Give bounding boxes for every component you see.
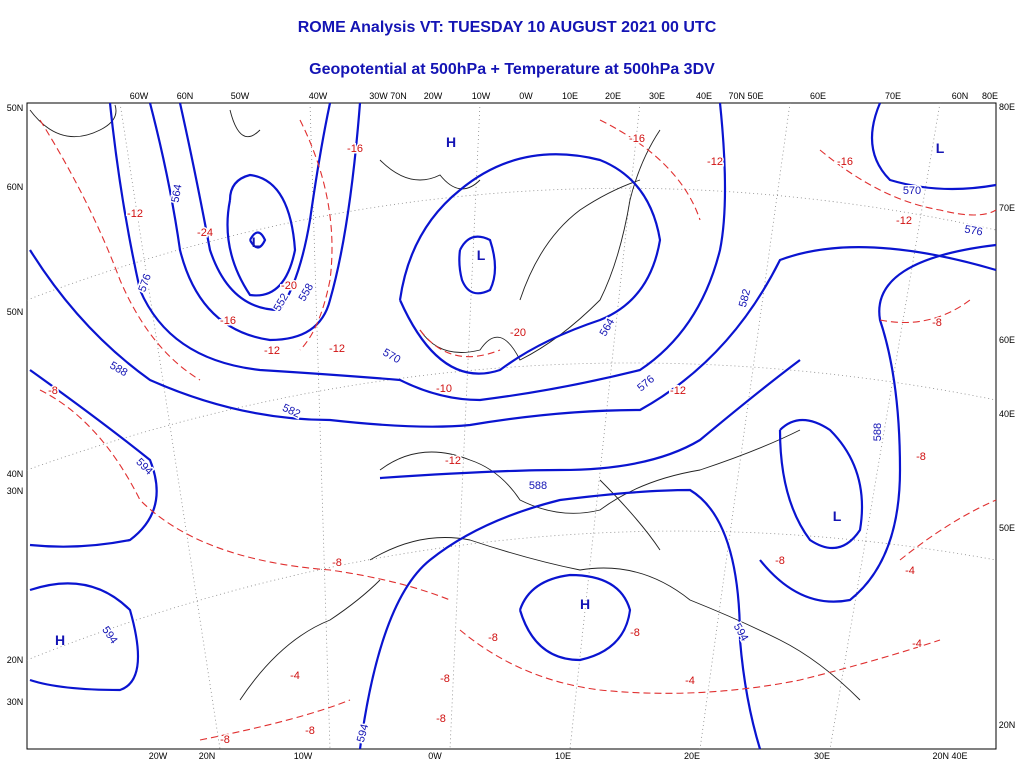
right-edge-label: 20N [999,720,1016,730]
bottom-edge-label: 10W [294,751,313,761]
temperature-contour-label: -12 [329,343,345,355]
temperature-contour-label: -16 [347,143,363,155]
bottom-edge-label: 20E [684,751,700,761]
height-contour-label: 564 [170,183,185,203]
right-edge-label: 40E [999,409,1015,419]
top-edge-label: 60N [952,91,969,101]
temperature-contour-label: -8 [332,557,342,569]
pressure-center: L [936,140,945,156]
bottom-edge-label: 20W [149,751,168,761]
temperature-contour-label: -16 [629,133,645,145]
top-edge-label: 10E [562,91,578,101]
temperature-contour-label: -4 [912,638,922,650]
top-edge-label: 40E [696,91,712,101]
top-edge-label: 20E [605,91,621,101]
bottom-edge-label: 0W [428,751,442,761]
pressure-center: L [477,247,486,263]
temperature-contour-label: -8 [488,632,498,644]
temperature-contour-label: -8 [775,555,785,567]
top-edge-label: 50W [231,91,250,101]
temperature-contour-label: -8 [436,713,446,725]
pressure-center: H [446,134,456,150]
map-title: ROME Analysis VT: TUESDAY 10 AUGUST 2021… [298,19,717,36]
height-contour-label: 588 [872,423,884,441]
temperature-contour-label: -12 [445,455,461,467]
top-edge-label: 0W [519,91,533,101]
bottom-edge-label: 30E [814,751,830,761]
top-edge-label: 80E [982,91,998,101]
top-edge-label: 30W 70N [369,91,407,101]
temperature-contour-label: -8 [220,734,230,746]
temperature-contour-label: -12 [127,208,143,220]
height-contour-label: 570 [903,185,921,197]
height-contour-label: 588 [529,480,547,492]
temperature-contour-label: -16 [220,315,236,327]
temperature-contour-label: -8 [630,627,640,639]
temperature-contour-label: -4 [290,670,300,682]
right-edge-label: 50E [999,523,1015,533]
temperature-contour-label: -20 [510,327,526,339]
top-edge-label: 20W [424,91,443,101]
temperature-contour-label: -4 [685,675,695,687]
right-edge-label: 60E [999,335,1015,345]
left-edge-label: 30N [7,697,24,707]
pressure-center: H [55,632,65,648]
temperature-contour-label: -4 [905,565,915,577]
top-edge-label: 60N [177,91,194,101]
temperature-contour-label: -24 [197,227,213,239]
left-edge-label: 50N [7,307,24,317]
left-edge-label: 30N [7,486,24,496]
temperature-contour-label: -20 [281,280,297,292]
left-edge-label: 40N [7,469,24,479]
map-labels: 60W 60N 50W 40W 30W 70N 20W 10W 0W 10E 20E 30E 40E 7… [7,91,1016,761]
top-edge-label: 60E [810,91,826,101]
map-frame [26,102,997,750]
left-edge-label: 20N [7,655,24,665]
temperature-contour-label: -10 [436,383,452,395]
bottom-edge-label: 20N [199,751,216,761]
top-edge-label: 70E [885,91,901,101]
temperature-contour-label: -12 [670,385,686,397]
temperature-contour-label: -8 [916,451,926,463]
bottom-edge-label: 10E [555,751,571,761]
temperature-contour-label: -8 [48,385,58,397]
pressure-center: L [833,508,842,524]
temperature-contour-label: -16 [837,156,853,168]
bottom-edge-label: 20N 40E [932,751,967,761]
temperature-contour-label: -12 [896,215,912,227]
left-edge-label: 50N [7,103,24,113]
pressure-center: H [580,596,590,612]
left-edge-label: 60N [7,182,24,192]
top-edge-label: 60W [130,91,149,101]
top-edge-label: 10W [472,91,491,101]
top-edge-label: 40W [309,91,328,101]
top-edge-label: 30E [649,91,665,101]
pressure-center: L [252,234,261,250]
temperature-contour-label: -8 [932,317,942,329]
right-edge-label: 80E [999,102,1015,112]
temperature-contour-label: -12 [707,156,723,168]
map-subtitle: Geopotential at 500hPa + Temperature at … [309,61,715,78]
temperature-contour-label: -8 [305,725,315,737]
right-edge-label: 70E [999,203,1015,213]
temperature-contour-label: -12 [264,345,280,357]
height-contour-label: 576 [963,224,983,239]
top-edge-label: 70N 50E [728,91,763,101]
temperature-contour-label: -8 [440,673,450,685]
